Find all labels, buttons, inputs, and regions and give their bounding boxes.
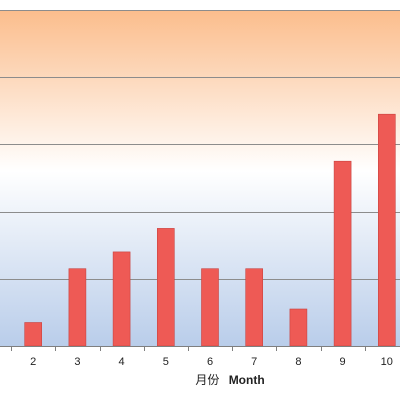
x-tick-label-5: 5 bbox=[163, 356, 169, 368]
x-tick-marks bbox=[11, 346, 366, 351]
x-tick-labels: 2 3 4 5 6 7 8 9 10 bbox=[30, 356, 393, 368]
bar-month-2 bbox=[24, 322, 43, 347]
x-tick-label-2: 2 bbox=[30, 356, 36, 368]
bar-month-8 bbox=[289, 308, 308, 347]
x-tick-label-7: 7 bbox=[251, 356, 257, 368]
bar-month-5 bbox=[157, 228, 175, 347]
plot-background bbox=[0, 10, 400, 346]
x-tick-label-6: 6 bbox=[207, 356, 213, 368]
x-tick-label-9: 9 bbox=[340, 356, 346, 368]
bar-month-3 bbox=[68, 268, 87, 347]
x-axis-title-cn: 月份 bbox=[195, 373, 219, 387]
bar-month-4 bbox=[112, 251, 131, 347]
x-tick-label-3: 3 bbox=[74, 356, 80, 368]
bar-month-10 bbox=[377, 113, 396, 347]
x-tick-label-8: 8 bbox=[295, 356, 301, 368]
x-axis-title: 月份 Month bbox=[195, 373, 264, 387]
x-tick-label-4: 4 bbox=[119, 356, 125, 368]
bar-month-7 bbox=[245, 268, 263, 347]
x-tick-label-10: 10 bbox=[381, 356, 393, 368]
bar-month-9 bbox=[333, 160, 352, 347]
x-axis-title-en: Month bbox=[229, 373, 265, 387]
bar-month-6 bbox=[201, 268, 219, 347]
gridlines bbox=[0, 10, 400, 280]
